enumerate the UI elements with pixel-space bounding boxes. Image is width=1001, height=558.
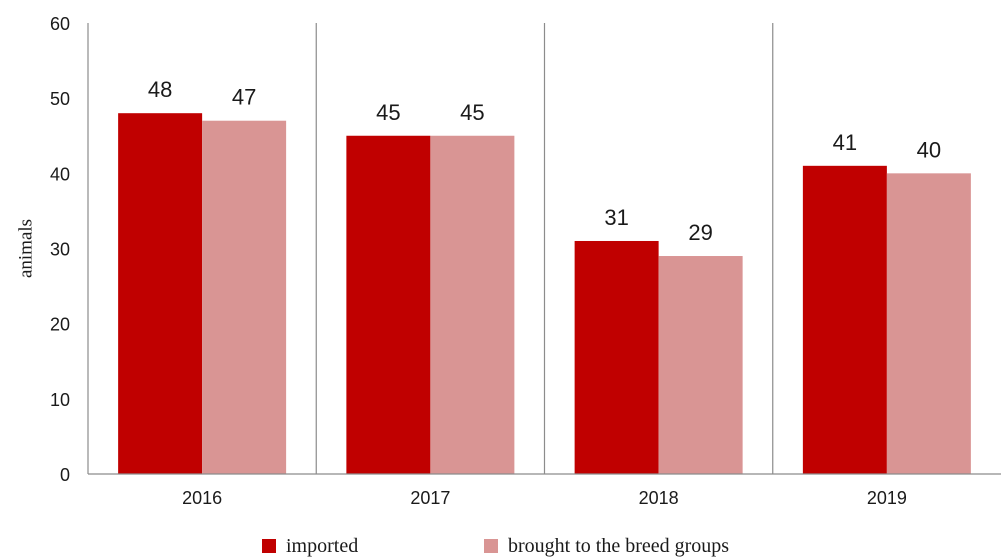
data-label: 29 (688, 220, 712, 245)
bar (118, 113, 203, 474)
x-tick-label: 2018 (639, 488, 679, 508)
data-label: 47 (232, 85, 256, 110)
bar (430, 135, 515, 474)
x-axis-ticks: 2016 2017 2018 2019 (182, 488, 907, 508)
data-label: 31 (604, 205, 628, 230)
y-tick-label: 10 (50, 390, 70, 410)
y-tick-label: 40 (50, 164, 70, 184)
x-tick-label: 2016 (182, 488, 222, 508)
legend-swatch (484, 539, 498, 553)
legend-label: brought to the breed groups (508, 535, 729, 557)
bar (658, 256, 743, 474)
bar (802, 165, 887, 475)
y-tick-label: 50 (50, 89, 70, 109)
category-separators (87, 23, 774, 474)
y-tick-label: 20 (50, 315, 70, 335)
data-label: 48 (148, 77, 172, 102)
data-labels: 48 47 45 45 31 29 41 40 (148, 77, 941, 245)
x-tick-label: 2017 (410, 488, 450, 508)
data-label: 45 (460, 100, 484, 125)
x-tick-label: 2019 (867, 488, 907, 508)
legend: imported brought to the breed groups (262, 535, 729, 557)
bar (346, 135, 431, 474)
bar (202, 120, 287, 474)
data-label: 41 (833, 130, 857, 155)
bars (118, 113, 971, 475)
legend-label: imported (286, 535, 358, 557)
legend-swatch (262, 539, 276, 553)
y-tick-label: 0 (60, 465, 70, 485)
bar (574, 240, 659, 474)
y-tick-label: 60 (50, 14, 70, 34)
y-tick-label: 30 (50, 240, 70, 260)
data-label: 40 (917, 137, 941, 162)
bar (886, 173, 971, 475)
data-label: 45 (376, 100, 400, 125)
y-axis-ticks: 0 10 20 30 40 50 60 (50, 14, 70, 485)
y-axis-label: animals (15, 219, 36, 278)
